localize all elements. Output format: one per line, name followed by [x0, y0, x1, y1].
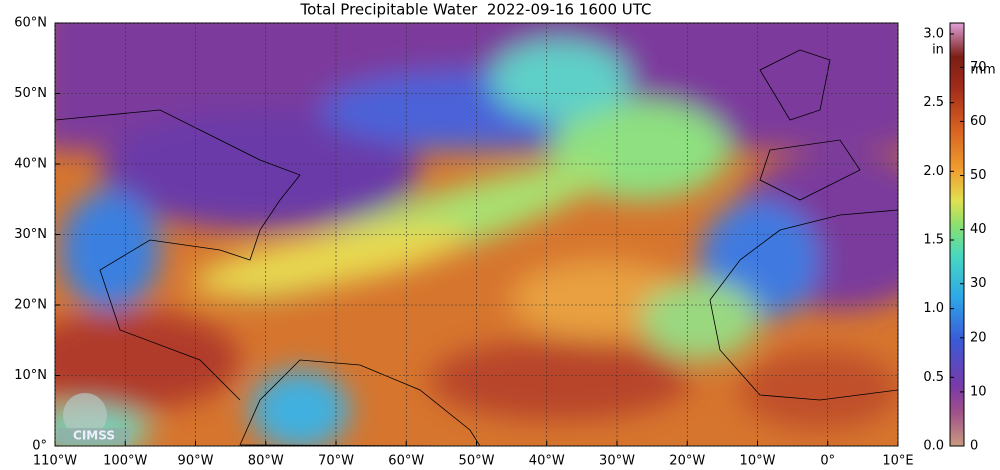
map-field	[55, 23, 898, 446]
lon-tick-label: 60°W	[388, 454, 424, 469]
lon-tick-label: 70°W	[318, 454, 354, 469]
colorbar-mm-unit: mm	[970, 63, 995, 78]
lat-tick-label: 40°N	[14, 157, 47, 172]
colorbar-mm-label: 50	[970, 168, 987, 183]
logo: CIMSS	[58, 393, 130, 444]
lon-tick-label: 90°W	[178, 454, 214, 469]
lon-tick-label: 110°W	[33, 454, 77, 469]
lat-tick-label: 10°N	[14, 368, 47, 383]
colorbar-mm-label: 40	[970, 222, 987, 237]
lon-tick-label: 20°W	[669, 454, 705, 469]
lon-tick-label: 100°W	[103, 454, 147, 469]
colorbar-in-label: 0.0	[923, 439, 944, 454]
colorbar-mm-label: 70	[970, 60, 987, 75]
lat-tick-label: 20°N	[14, 298, 47, 313]
colorbar-mm-label: 30	[970, 276, 987, 291]
map-title: Total Precipitable Water 2022-09-16 1600…	[299, 1, 651, 19]
colorbar-in-label: 2.0	[923, 164, 944, 179]
colorbar-in-label: 0.5	[923, 370, 944, 385]
lon-tick-label: 40°W	[529, 454, 565, 469]
colorbar-in-label: 1.5	[923, 232, 944, 247]
lon-tick-label: 50°W	[459, 454, 495, 469]
lon-tick-label: 80°W	[248, 454, 284, 469]
logo-text: CIMSS	[73, 429, 115, 443]
lat-tick-label: 30°N	[14, 227, 47, 242]
lon-tick-label: 30°W	[599, 454, 635, 469]
lon-tick-label: 10°E	[882, 454, 913, 469]
lon-tick-label: 10°W	[740, 454, 776, 469]
lat-tick-label: 60°N	[14, 16, 47, 31]
colorbar-mm-label: 20	[970, 330, 987, 345]
colorbar-in-label: 3.0	[923, 26, 944, 41]
colorbar-in-label: 2.5	[923, 95, 944, 110]
lon-tick-label: 0°	[820, 454, 835, 469]
colorbar-in-unit: in	[932, 43, 944, 58]
lat-tick-label: 50°N	[14, 86, 47, 101]
colorbar-mm-label: 0	[970, 439, 978, 454]
colorbar-mm-label: 10	[970, 384, 987, 399]
lat-tick-label: 0°	[32, 439, 47, 454]
colorbar	[949, 22, 965, 447]
colorbar-mm-label: 60	[970, 114, 987, 129]
colorbar-in-label: 1.0	[923, 301, 944, 316]
